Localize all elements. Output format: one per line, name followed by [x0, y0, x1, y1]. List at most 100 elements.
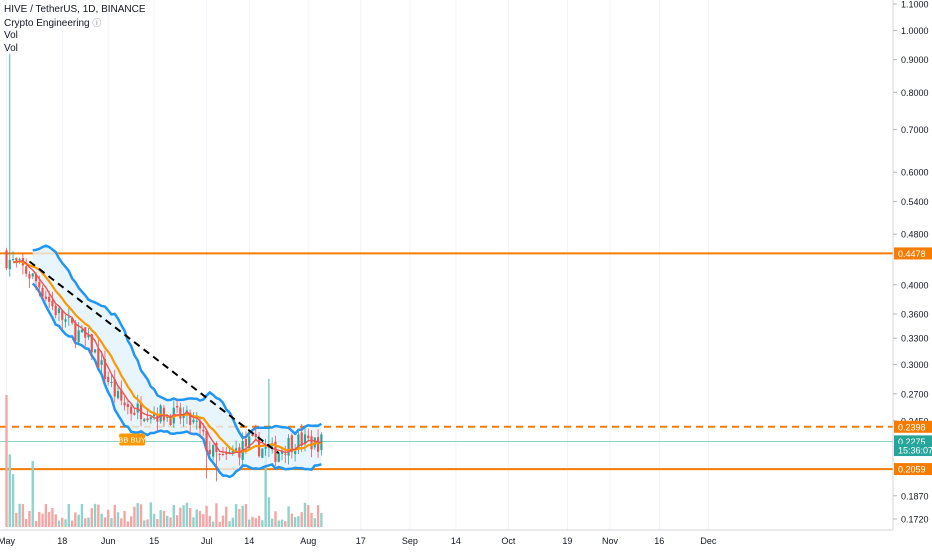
volume-bar — [51, 508, 54, 527]
axis-tick-label: 0.3000 — [901, 360, 929, 370]
axis-tick-label: 0.8000 — [901, 88, 929, 98]
axis-tick-label: 0.7000 — [901, 125, 929, 135]
candle-body — [192, 419, 195, 423]
candle-body — [189, 412, 192, 425]
candle-body — [287, 438, 290, 456]
volume-bar — [218, 521, 221, 527]
volume-bar — [182, 505, 185, 527]
info-icon[interactable]: ⓘ — [92, 17, 102, 28]
candle-body — [317, 437, 320, 452]
volume-bar — [47, 511, 51, 527]
candle-body — [116, 391, 120, 399]
candle-body — [300, 432, 303, 446]
candle-body — [153, 413, 156, 417]
volume-bar — [169, 517, 172, 527]
candle-body — [90, 334, 93, 353]
time-tick-label: Sep — [402, 536, 418, 546]
volume-bar — [192, 517, 195, 527]
volume-bar — [316, 505, 320, 527]
volume-bar — [290, 513, 294, 527]
volume-bar — [64, 519, 67, 527]
candle-body — [123, 402, 126, 406]
volume-bar — [34, 520, 38, 527]
volume-bar — [18, 503, 21, 527]
candle-body — [284, 453, 287, 455]
price-label: 0.2059 — [898, 465, 926, 475]
candle-body — [34, 274, 38, 282]
volume-bar — [143, 520, 146, 527]
volume-bar — [77, 514, 80, 527]
candle-body — [231, 451, 234, 454]
time-tick-label: Dec — [700, 536, 717, 546]
volume-bar — [264, 447, 267, 527]
time-tick-label: Jun — [101, 536, 116, 546]
trendline — [28, 260, 280, 455]
volume-bar — [175, 515, 179, 527]
candle-body — [87, 334, 90, 338]
volume-bar — [136, 503, 139, 527]
candle-body — [195, 420, 198, 422]
time-tick-label: 14 — [451, 536, 461, 546]
price-label-box — [894, 247, 932, 260]
volume-bar — [225, 506, 228, 527]
candle-body — [113, 379, 116, 397]
grid — [6, 0, 709, 530]
volume-bar — [241, 505, 244, 527]
candle-body — [169, 417, 172, 426]
candle-body — [159, 405, 162, 422]
candle-body — [208, 449, 211, 454]
candle-body — [179, 407, 182, 419]
volume-bar — [31, 461, 34, 527]
candle-body — [126, 403, 129, 407]
candle-body — [120, 389, 123, 401]
time-tick-label: 14 — [244, 536, 254, 546]
volume-bar — [103, 517, 107, 527]
candle-body — [290, 435, 293, 453]
volume-legend-2[interactable]: Vol — [4, 42, 18, 54]
volume-bar — [231, 517, 235, 527]
volume-bar — [172, 505, 175, 527]
volume-bar — [11, 474, 15, 527]
candle-body — [162, 407, 166, 421]
price-axis[interactable]: 1.1000 1.0000 0.9000 0.8000 0.7000 0.6000 0.54… — [892, 0, 932, 530]
volume-bar — [251, 516, 254, 527]
candle-body — [297, 434, 300, 450]
time-axis[interactable]: May 18 Jun 15 Jul 14 Aug 17 Sep 14 Oct 19 Nov 16 Dec — [0, 529, 893, 546]
bb-buy-label: BB BUY — [118, 436, 146, 445]
volume-bar — [277, 520, 280, 527]
candle-body — [41, 287, 44, 297]
price-label: 0.2398 — [898, 422, 926, 432]
time-tick-label: 15 — [149, 536, 159, 546]
price-label: 0.4478 — [898, 249, 926, 259]
candle-body — [248, 436, 251, 449]
volume-bar — [159, 510, 162, 527]
volume-bar — [307, 504, 310, 527]
candle-body — [100, 360, 103, 365]
candle-body — [48, 296, 51, 302]
volume-bar — [293, 517, 297, 527]
volume-bar — [198, 510, 202, 527]
candle-body — [54, 305, 57, 316]
axis-tick-label: 0.3300 — [901, 334, 929, 344]
indicator-name: Crypto Engineering — [4, 17, 90, 29]
volume-bar — [313, 518, 317, 527]
volume-bar — [97, 504, 100, 527]
volume-legend-1[interactable]: Vol — [4, 30, 18, 41]
candle-body — [77, 330, 80, 343]
price-label-box — [894, 444, 932, 457]
symbol-title[interactable]: HIVE / TetherUS, 1D, BINANCE — [4, 4, 146, 15]
time-tick-label: Jul — [201, 536, 213, 546]
candle-body — [264, 446, 267, 449]
volume-bar — [300, 512, 303, 527]
candle-body — [97, 348, 100, 368]
candle-body — [221, 454, 225, 456]
candle-body — [146, 418, 149, 421]
volume-bar — [234, 504, 238, 527]
volume-bar — [261, 520, 264, 527]
indicator-row[interactable]: Crypto Engineering ⓘ — [4, 17, 146, 31]
candle-body — [80, 329, 84, 333]
candle-body — [67, 316, 70, 318]
price-label-box — [894, 420, 932, 433]
